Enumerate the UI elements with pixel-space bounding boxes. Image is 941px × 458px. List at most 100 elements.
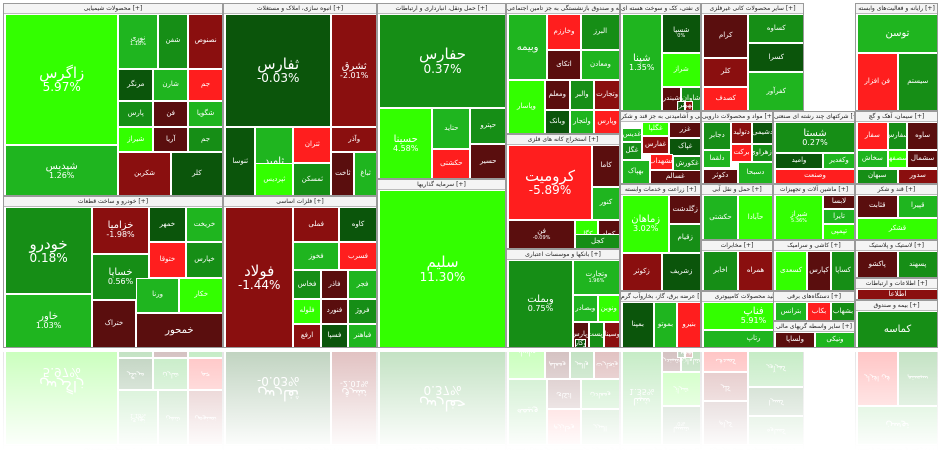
stock-tile[interactable]: کاما	[592, 145, 619, 187]
sector-26[interactable]: دستگاه‌های برقی [+] بترانس بکاب بشهاب	[773, 291, 855, 321]
stock-tile[interactable]: ثاخت	[331, 152, 355, 195]
stock-tile[interactable]: سبهان	[857, 168, 898, 183]
stock-tile[interactable]: غفارس	[641, 135, 670, 155]
stock-tile[interactable]: خکار	[179, 277, 222, 313]
stock-tile[interactable]: ونوین	[597, 295, 619, 322]
stock-tile[interactable]: ومعادن	[580, 50, 619, 80]
sector-8[interactable]: بانکها و موسسات اعتباری [+] وبملت 0.75% وتج…	[506, 249, 620, 348]
stock-tile[interactable]: وتجارت	[594, 80, 619, 110]
stock-tile[interactable]: فخوز	[293, 242, 339, 271]
sector-title[interactable]: حمل و نقل آبی [+]	[702, 185, 772, 195]
stock-tile[interactable]: شیراز	[118, 126, 154, 153]
sector-title[interactable]: کاشی و سرامیک [+]	[774, 241, 854, 251]
stock-tile[interactable]: وبملت 0.75%	[508, 260, 573, 347]
stock-tile[interactable]: آریا	[153, 126, 189, 153]
stock-tile[interactable]: بنیرو	[677, 302, 700, 347]
stock-tile[interactable]: والبر	[569, 80, 595, 110]
stock-tile[interactable]: کماسه	[857, 311, 937, 347]
stock-tile[interactable]: فخاس	[293, 270, 321, 299]
stock-tile[interactable]: شتران	[677, 101, 686, 110]
stock-tile[interactable]: وکغدیر	[823, 153, 854, 169]
stock-tile[interactable]: ارفع	[293, 324, 321, 347]
sector-13[interactable]: مواد و محصولات دارویی [+] دجابر دتولیددشیم…	[701, 111, 773, 184]
stock-tile[interactable]: حآبادا	[738, 195, 772, 239]
stock-tile[interactable]: کفرآور	[748, 72, 803, 110]
sector-11[interactable]: زراعت و خدمات وابسته [+] زماهان 3.02% زگلدش…	[620, 184, 701, 291]
stock-tile[interactable]: ولتجار	[569, 110, 595, 133]
stock-tile[interactable]: تایرا	[823, 208, 854, 225]
stock-tile[interactable]: حپترو	[470, 108, 505, 145]
stock-tile[interactable]: حسینا 4.58%	[379, 108, 433, 178]
sector-title[interactable]: سایر واسطه گریهای مالی [+]	[774, 322, 854, 332]
stock-tile[interactable]: فن افزار	[857, 52, 898, 110]
sector-25[interactable]: عرضه برق، گاز، بخاروآب گرم [+] بمپنا بموتو…	[620, 291, 701, 348]
stock-tile[interactable]: حتاید	[432, 108, 471, 150]
stock-tile[interactable]: فلوله	[293, 298, 321, 325]
stock-tile[interactable]: غشهداب	[649, 154, 674, 170]
stock-tile[interactable]: فجر	[348, 270, 376, 299]
sector-title[interactable]: ماشین آلات و تجهیزات [+]	[774, 185, 854, 195]
sector-title[interactable]: سیمان، آهک و گچ [+]	[856, 112, 937, 122]
stock-tile[interactable]: کجل	[575, 234, 619, 248]
stock-tile[interactable]: شکربن	[118, 152, 171, 195]
stock-tile[interactable]: وسینا	[604, 321, 619, 347]
stock-tile[interactable]: وامید	[775, 153, 823, 169]
stock-tile[interactable]: کساوه	[748, 14, 803, 44]
sector-22[interactable]: لاستیک و پلاستیک [+] پاکشو پسهند	[855, 240, 938, 278]
sector-21[interactable]: کاشی و سرامیک [+] کسعدی کپارس کساپا	[773, 240, 855, 291]
sector-title[interactable]: زراعت و خدمات وابسته [+]	[621, 185, 700, 195]
stock-tile[interactable]: فروژ	[348, 298, 376, 325]
stock-tile[interactable]: دکوثر	[703, 168, 738, 183]
stock-tile[interactable]: ثشرق -2.01%	[331, 14, 376, 127]
stock-tile[interactable]: ثپردیس	[255, 163, 294, 195]
stock-tile[interactable]: ثباغ	[354, 152, 376, 195]
stock-tile[interactable]: سخاش	[857, 149, 888, 169]
stock-tile[interactable]: حکشتی	[703, 195, 738, 239]
stock-tile[interactable]: خاور 1.03%	[5, 294, 93, 347]
stock-tile[interactable]: وکار	[575, 339, 587, 347]
stock-tile[interactable]: پاکشو	[857, 251, 898, 277]
stock-tile[interactable]: شبهرن	[685, 101, 694, 110]
stock-tile[interactable]: کصدف	[703, 86, 749, 110]
stock-tile[interactable]: وآذر	[331, 126, 376, 153]
stock-tile[interactable]: حسیر	[470, 144, 505, 178]
stock-tile[interactable]: سصفها	[887, 149, 908, 169]
stock-tile[interactable]: وپاسار	[508, 80, 545, 133]
stock-tile[interactable]: تپمپی	[823, 224, 854, 239]
stock-tile[interactable]: شیراز 5.36%	[775, 195, 823, 239]
sector-title[interactable]: رایانه و فعالیت‌های وابسته [+]	[856, 4, 937, 14]
stock-tile[interactable]: وپارس	[594, 110, 619, 133]
stock-tile[interactable]: ونیکی	[815, 332, 854, 347]
stock-tile[interactable]: سفارس	[887, 122, 908, 150]
sector-title[interactable]: بیمه و صندوق [+]	[856, 301, 937, 311]
stock-tile[interactable]: فولاد -1.44%	[225, 207, 294, 347]
stock-tile[interactable]: بهپاک	[622, 160, 650, 183]
stock-tile[interactable]: توسن	[857, 14, 937, 53]
stock-tile[interactable]: اتکای	[547, 50, 581, 80]
sector-10[interactable]: محصولات غذایی و آشامیدنی به جز قند و شکر…	[620, 111, 701, 184]
stock-tile[interactable]: مرنگر	[118, 68, 154, 102]
sector-9[interactable]: فرآورده های نفتی، کک و سوخت هسته ای [+]ش…	[620, 3, 701, 111]
sector-title[interactable]: محصولات شیمیایی [+]	[4, 4, 222, 14]
stock-tile[interactable]: ثمسکن	[293, 163, 332, 195]
stock-tile[interactable]: وبانک	[544, 110, 570, 133]
stock-tile[interactable]: کساپا	[831, 251, 854, 290]
stock-tile[interactable]: نصنوص	[188, 14, 222, 69]
stock-tile[interactable]: کرومیت -5.89%	[508, 145, 592, 220]
stock-tile[interactable]: بترانس	[775, 302, 807, 320]
stock-tile[interactable]: کپارس	[807, 251, 831, 290]
stock-tile[interactable]: غدیس	[622, 128, 642, 142]
stock-tile[interactable]: شگویا	[188, 101, 222, 127]
stock-tile[interactable]: خمهر	[148, 207, 186, 243]
stock-tile[interactable]: زشریف	[661, 252, 700, 290]
stock-tile[interactable]: فسپا	[320, 324, 349, 347]
stock-tile[interactable]: پسهند	[897, 251, 937, 277]
sector-title[interactable]: سایر محصولات کانی غیرفلزی [+]	[702, 4, 803, 14]
stock-tile[interactable]: قثابت	[857, 195, 898, 218]
sector-20[interactable]: حمل و نقل آبی [+] حکشتی حآبادا	[701, 184, 773, 240]
sector-2[interactable]: انبوه سازی، املاک و مستغلات [+] ثفارس -0.0…	[223, 3, 377, 196]
stock-tile[interactable]: فسرب	[339, 242, 376, 271]
stock-tile[interactable]: اطلاعا	[857, 289, 937, 299]
stock-tile[interactable]: بکاب	[807, 302, 831, 320]
stock-tile[interactable]: البرز	[580, 14, 619, 50]
